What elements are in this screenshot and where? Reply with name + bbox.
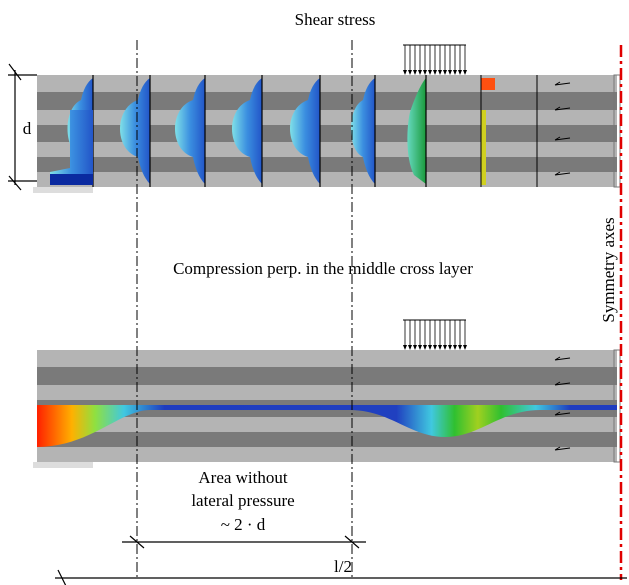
- load-arrowhead: [418, 345, 422, 350]
- load-arrowhead: [403, 70, 407, 75]
- layer: [37, 92, 617, 110]
- layer: [37, 75, 617, 92]
- layer: [37, 385, 617, 400]
- layer: [37, 172, 617, 187]
- title: Shear stress: [295, 10, 376, 29]
- note: Area without: [198, 468, 288, 487]
- page: Shear stress d Symmetry axes Compression…: [0, 0, 629, 585]
- layer: [37, 432, 617, 447]
- load-arrowhead: [418, 70, 422, 75]
- dimension-label: l/2: [334, 557, 352, 576]
- shear-peak: [481, 78, 495, 90]
- shear-peak: [50, 174, 93, 185]
- note: lateral pressure: [191, 491, 294, 510]
- load-arrowhead: [458, 345, 462, 350]
- load-arrowhead: [408, 70, 412, 75]
- load-arrowhead: [428, 70, 432, 75]
- dimension-label: d: [23, 119, 32, 138]
- load-arrowhead: [413, 345, 417, 350]
- load-arrowhead: [433, 70, 437, 75]
- support: [33, 187, 93, 193]
- load-arrowhead: [463, 70, 467, 75]
- shear-peak: [481, 110, 486, 185]
- load-arrowhead: [453, 70, 457, 75]
- layer: [37, 350, 617, 367]
- load-arrowhead: [448, 345, 452, 350]
- symmetry-label: Symmetry axes: [599, 217, 618, 322]
- load-arrowhead: [443, 345, 447, 350]
- support: [33, 462, 93, 468]
- layer: [37, 367, 617, 385]
- load-arrowhead: [438, 70, 442, 75]
- layer: [37, 447, 617, 462]
- load-arrowhead: [413, 70, 417, 75]
- load-arrowhead: [428, 345, 432, 350]
- load-arrowhead: [453, 345, 457, 350]
- load-arrowhead: [403, 345, 407, 350]
- load-arrowhead: [458, 70, 462, 75]
- layer: [37, 157, 617, 172]
- load-arrowhead: [448, 70, 452, 75]
- layer: [37, 417, 617, 432]
- load-arrowhead: [423, 345, 427, 350]
- load-arrowhead: [423, 70, 427, 75]
- load-arrowhead: [443, 70, 447, 75]
- section-title: Compression perp. in the middle cross la…: [173, 259, 473, 278]
- note: ~ 2 · d: [221, 515, 266, 534]
- load-arrowhead: [438, 345, 442, 350]
- diagram: Shear stress d Symmetry axes Compression…: [0, 0, 629, 585]
- load-arrowhead: [408, 345, 412, 350]
- load-arrowhead: [433, 345, 437, 350]
- load-arrowhead: [463, 345, 467, 350]
